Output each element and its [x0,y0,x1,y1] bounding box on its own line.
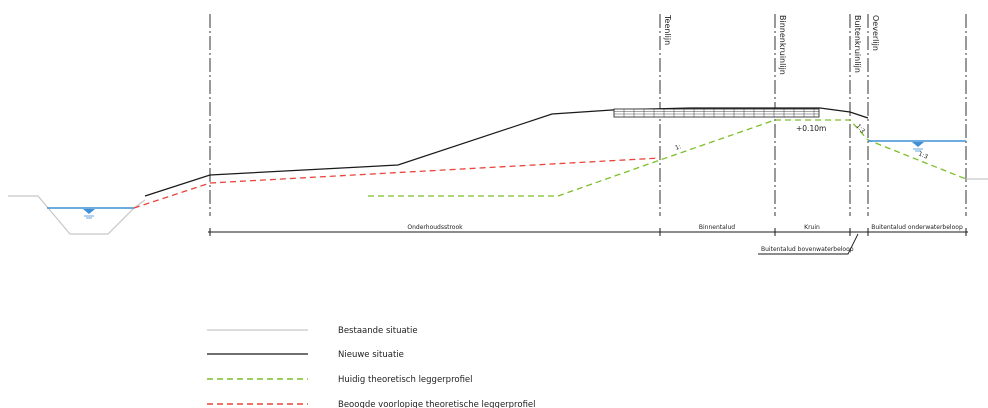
zone-buitentalud-onderwaterbeloop: Buitentalud onderwaterbeloop [871,224,963,231]
existing-ditch-left [8,195,146,235]
leader-bovenwaterbeloop [758,233,859,255]
water-level-marker-left [83,209,95,214]
zone-kruin: Kruin [804,224,820,231]
new-dike-profile [144,107,869,197]
ditch-water [47,207,134,219]
annotation-slope-water: 1:3 [917,150,929,160]
current-theoretical-profile [368,119,967,197]
current-profile-line [368,119,967,197]
zone-dimension-line [208,228,968,236]
annotation-slope-left: 1: [674,143,682,152]
legend-label-existing: Bestaande situatie [338,326,418,336]
target-profile-line [133,157,661,209]
label-teenlijn: Teenlijn [663,14,672,45]
crest-revetment [613,108,820,118]
crest-revetment-block [613,108,820,118]
legend-label-target-profile: Beoogde voorlopige theoretische leggerpr… [338,400,536,408]
existing-situation-profile [8,178,988,235]
legend-label-current-profile: Huidig theoretisch leggerprofiel [338,375,473,385]
new-situation-profile [144,107,869,197]
open-water [868,140,966,152]
label-binnenkruinlijn: Binnenkruinlijn [778,15,787,75]
water-level-marker-right [912,142,924,147]
annotation-slope-right: 1:3 [854,123,866,135]
zone-buitentalud-bovenwaterbeloop: Buitentalud bovenwaterbeloop [761,246,854,253]
zone-onderhoudsstrook: Onderhoudsstrook [407,224,463,231]
legend: Bestaande situatie Nieuwe situatie Huidi… [207,326,536,408]
zone-binnentalud: Binnentalud [699,224,735,231]
label-buitenkruinlijn: Buitenkruinlijn [853,15,862,73]
legend-label-new: Nieuwe situatie [338,350,404,360]
annotation-crest-offset: +0.10m [796,124,826,133]
target-theoretical-profile [133,157,661,209]
label-oeverlijn: Oeverlijn [871,15,880,51]
